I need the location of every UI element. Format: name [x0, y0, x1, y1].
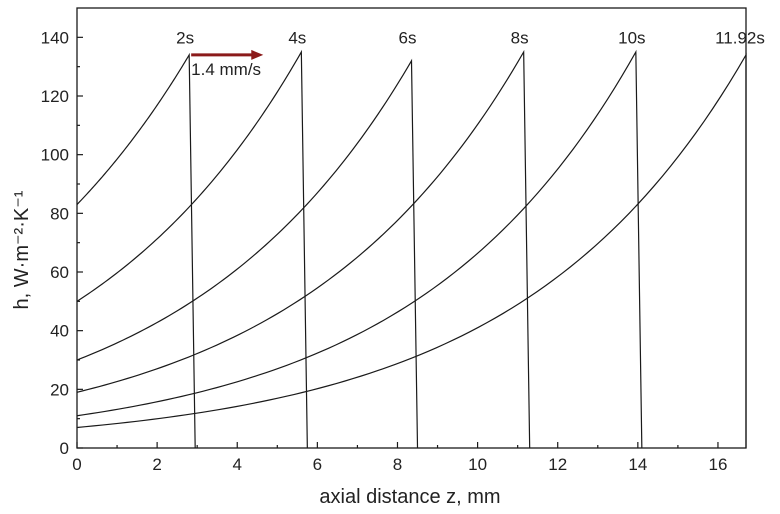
y-tick-label: 120	[41, 87, 69, 106]
y-tick-label: 40	[50, 322, 69, 341]
y-tick-label: 60	[50, 263, 69, 282]
y-tick-label: 0	[60, 439, 69, 458]
y-tick-label: 140	[41, 28, 69, 47]
velocity-annotation: 1.4 mm/s	[191, 60, 261, 79]
x-axis-title: axial distance z, mm	[319, 486, 500, 508]
series-label-11.92s: 11.92s	[715, 28, 765, 47]
x-tick-label: 10	[468, 455, 487, 474]
x-tick-label: 4	[233, 455, 242, 474]
x-tick-label: 6	[313, 455, 322, 474]
y-tick-label: 100	[41, 146, 69, 165]
plot-area: 0 2 4 6 8 10 12 14 16 0 20 40 60 80 100 120 140 2s 4s 6s 8s 1…	[41, 7, 765, 474]
series-curve-10s	[76, 49, 643, 449]
series-label-8s: 8s	[511, 28, 529, 47]
x-tick-label: 2	[152, 455, 161, 474]
series-curve-6s	[76, 58, 419, 449]
x-tick-label: 8	[393, 455, 402, 474]
x-tick-label: 14	[628, 455, 647, 474]
series-label-2s: 2s	[176, 28, 194, 47]
series-label-10s: 10s	[618, 28, 645, 47]
series-label-6s: 6s	[399, 28, 417, 47]
y-axis-title: h, W·m⁻²·K⁻¹	[11, 190, 33, 309]
velocity-arrow-head	[251, 49, 264, 60]
series-curve-11.92s	[76, 52, 747, 448]
y-tick-label: 20	[50, 380, 69, 399]
series-curve-8s	[76, 49, 531, 449]
y-tick-label: 80	[50, 204, 69, 223]
series-label-4s: 4s	[288, 28, 306, 47]
series-curve-2s	[76, 52, 196, 449]
x-tick-label: 12	[548, 455, 567, 474]
x-tick-label: 16	[708, 455, 727, 474]
x-tick-label: 0	[72, 455, 81, 474]
series-curve-4s	[76, 49, 308, 449]
